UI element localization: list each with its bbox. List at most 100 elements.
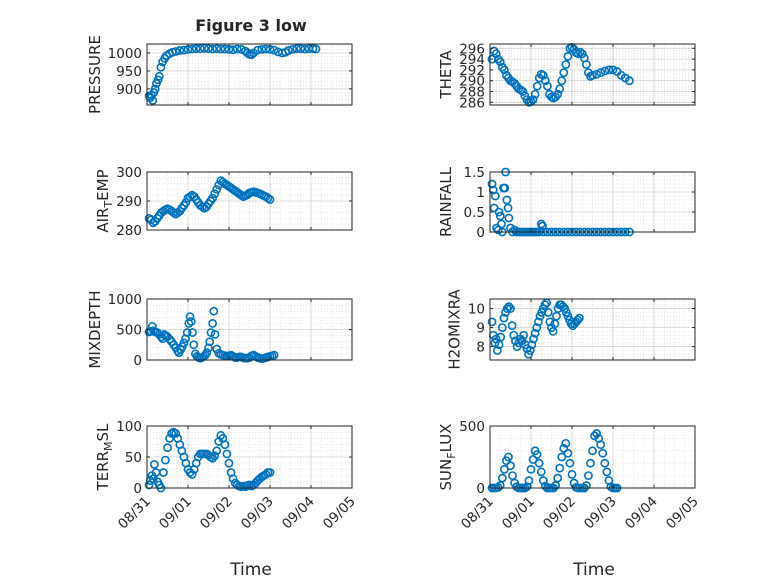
- data-point: [292, 44, 302, 54]
- data-point: [220, 440, 230, 449]
- data-point: [563, 448, 573, 458]
- y-axis-label-part: PRESSURE: [86, 35, 104, 114]
- y-axis-label: TERRMSL: [94, 423, 115, 492]
- data-point: [586, 458, 595, 468]
- data-point: [187, 44, 197, 54]
- data-point: [532, 450, 542, 459]
- data-point: [543, 81, 552, 91]
- y-tick-label: 10: [468, 302, 485, 318]
- data-point: [507, 321, 517, 331]
- x-axis-label-right: Time: [572, 560, 615, 580]
- y-tick-label: 0: [476, 225, 485, 241]
- axes-box: [489, 171, 696, 233]
- data-point: [600, 66, 610, 76]
- y-tick-label: 1000: [108, 292, 142, 308]
- data-point: [496, 332, 506, 342]
- y-tick-label: 50: [125, 450, 142, 466]
- data-point: [199, 43, 209, 53]
- data-point: [497, 323, 507, 332]
- y-axis-label-subscript: T: [102, 201, 115, 209]
- y-tick-label: 9: [476, 321, 485, 337]
- data-point: [208, 44, 217, 54]
- data-point: [497, 219, 506, 229]
- y-tick-label: 500: [116, 323, 142, 339]
- figure-title: Figure 3 low: [195, 16, 307, 35]
- data-point: [592, 429, 601, 438]
- data-point: [530, 89, 540, 99]
- y-axis-label: AIRTEMP: [94, 169, 115, 232]
- data-point: [247, 50, 256, 60]
- data-point: [296, 44, 306, 54]
- data-point: [530, 328, 540, 338]
- data-point: [212, 446, 222, 456]
- data-point: [216, 44, 226, 54]
- data-point: [208, 453, 217, 463]
- data-point: [495, 57, 505, 67]
- axes-box: [146, 43, 353, 106]
- data-point: [592, 69, 601, 79]
- y-tick-label: 0: [476, 481, 485, 497]
- data-point: [261, 44, 271, 54]
- data-point: [179, 338, 189, 348]
- data-point: [210, 329, 220, 339]
- data-point: [499, 65, 509, 75]
- data-point: [588, 446, 597, 456]
- data-point: [487, 317, 497, 327]
- data-point: [191, 44, 201, 54]
- data-point: [533, 317, 543, 327]
- data-point: [566, 319, 576, 329]
- y-axis-label-part: AIR: [94, 208, 112, 233]
- series-markers: [144, 176, 275, 228]
- y-axis-label: H2OMIXRA: [445, 289, 463, 370]
- data-point: [557, 452, 567, 462]
- data-point: [212, 44, 222, 54]
- data-point: [534, 458, 544, 468]
- data-point: [493, 482, 503, 492]
- data-point: [220, 44, 230, 54]
- data-point: [185, 312, 195, 322]
- data-point: [208, 318, 217, 328]
- data-point: [186, 317, 196, 326]
- data-point: [504, 452, 513, 462]
- data-point: [532, 81, 542, 91]
- data-point: [538, 476, 548, 485]
- data-point: [519, 330, 529, 340]
- series-markers: [487, 42, 634, 107]
- data-point: [598, 448, 608, 458]
- data-point: [491, 49, 501, 59]
- y-tick-label: 1.5: [464, 165, 485, 181]
- y-axis-label-part: THETA: [437, 50, 455, 100]
- data-point: [573, 49, 583, 59]
- data-point: [269, 350, 279, 360]
- data-point: [555, 463, 565, 473]
- data-point: [161, 455, 170, 465]
- data-point: [561, 60, 571, 69]
- y-tick-label: 288: [459, 85, 485, 101]
- data-point: [532, 323, 542, 332]
- y-tick-label: 294: [459, 52, 485, 68]
- y-tick-label: 286: [459, 95, 485, 111]
- y-axis-label-part: H2OMIXRA: [445, 289, 463, 370]
- axes-box: [489, 298, 696, 361]
- y-tick-label: 500: [459, 419, 485, 435]
- data-point: [602, 467, 612, 477]
- y-axis-label-part: SUN: [437, 459, 455, 491]
- x-axis-label-left: Time: [229, 560, 272, 580]
- data-point: [588, 70, 597, 80]
- y-axis-label-part: SL: [94, 423, 112, 442]
- data-point: [574, 313, 584, 323]
- grid: [489, 171, 696, 233]
- y-tick-label: 296: [459, 41, 485, 57]
- data-point: [538, 70, 548, 80]
- data-point: [506, 304, 515, 313]
- y-axis-label-subscript: M: [102, 441, 115, 451]
- y-tick-label: 900: [116, 82, 142, 98]
- data-point: [575, 47, 585, 57]
- y-tick-label: 1: [476, 185, 485, 201]
- data-point: [536, 467, 546, 477]
- y-tick-label: 292: [459, 63, 485, 79]
